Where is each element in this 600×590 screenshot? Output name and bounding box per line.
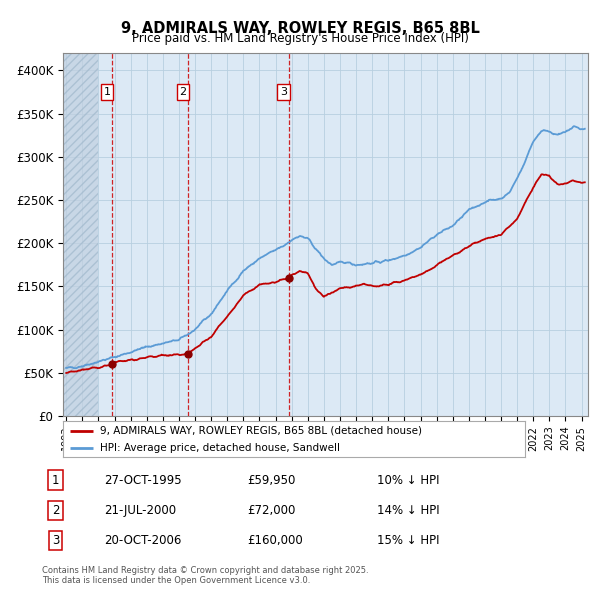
- Text: 3: 3: [52, 534, 59, 547]
- Text: 9, ADMIRALS WAY, ROWLEY REGIS, B65 8BL (detached house): 9, ADMIRALS WAY, ROWLEY REGIS, B65 8BL (…: [100, 426, 422, 436]
- Text: Contains HM Land Registry data © Crown copyright and database right 2025.
This d: Contains HM Land Registry data © Crown c…: [42, 566, 368, 585]
- Text: 14% ↓ HPI: 14% ↓ HPI: [377, 504, 439, 517]
- Text: 1: 1: [103, 87, 110, 97]
- Text: 2: 2: [52, 504, 59, 517]
- Text: 1: 1: [52, 474, 59, 487]
- Text: 20-OCT-2006: 20-OCT-2006: [104, 534, 181, 547]
- Text: HPI: Average price, detached house, Sandwell: HPI: Average price, detached house, Sand…: [100, 443, 340, 453]
- Text: 15% ↓ HPI: 15% ↓ HPI: [377, 534, 439, 547]
- Text: 27-OCT-1995: 27-OCT-1995: [104, 474, 182, 487]
- Text: 3: 3: [280, 87, 287, 97]
- Text: 2: 2: [179, 87, 187, 97]
- Text: £59,950: £59,950: [247, 474, 296, 487]
- Text: £160,000: £160,000: [247, 534, 303, 547]
- Text: £72,000: £72,000: [247, 504, 296, 517]
- Text: 21-JUL-2000: 21-JUL-2000: [104, 504, 176, 517]
- Text: 10% ↓ HPI: 10% ↓ HPI: [377, 474, 439, 487]
- Text: Price paid vs. HM Land Registry's House Price Index (HPI): Price paid vs. HM Land Registry's House …: [131, 32, 469, 45]
- Text: 9, ADMIRALS WAY, ROWLEY REGIS, B65 8BL: 9, ADMIRALS WAY, ROWLEY REGIS, B65 8BL: [121, 21, 479, 35]
